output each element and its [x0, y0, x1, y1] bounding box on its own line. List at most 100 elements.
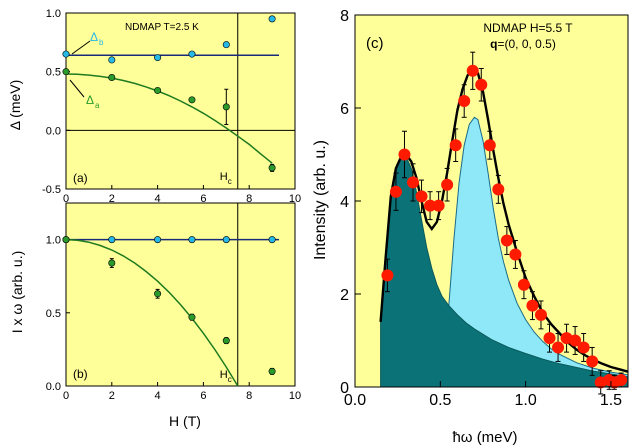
- panel-a-ylabel: Δ (meV): [7, 80, 23, 131]
- data-point: [222, 103, 230, 111]
- y-tick-label: 0.5: [46, 67, 61, 79]
- y-tick-label: 0.0: [46, 381, 61, 393]
- panel-c-subtitle: q=(0, 0, 0.5): [490, 37, 556, 51]
- data-point: [483, 139, 496, 152]
- data-point: [154, 290, 162, 298]
- data-point: [517, 278, 530, 291]
- data-point: [552, 341, 565, 354]
- delta-b-label: Δ: [90, 30, 98, 44]
- panel-c: 0.0 0.5 1.0 1.5 0 2 4 6 8 (c) NDMAP H=5.5 T q=(0…: [312, 8, 629, 446]
- panel-c-subtitle-rest: =(0, 0, 0.5): [497, 37, 555, 51]
- panel-a: 0 2 4 6 8 10-0.50.00.51.0H cΔ bΔ a NDMAP T=2.5 K…: [7, 8, 301, 205]
- panel-c-ylabel: Intensity (arb. u.): [312, 140, 329, 260]
- data-point: [62, 236, 70, 244]
- panel-a-title: NDMAP T=2.5 K: [125, 22, 199, 33]
- hc-label-sub: c: [228, 177, 232, 186]
- x-tick-label: 8: [246, 390, 252, 402]
- data-point: [466, 64, 479, 77]
- data-point: [526, 299, 539, 312]
- fit-line: [65, 238, 239, 387]
- x-tick-label: 10: [289, 193, 301, 205]
- x-tick-label: 2: [109, 193, 115, 205]
- hc-label: H: [220, 369, 228, 381]
- data-point: [108, 56, 116, 64]
- fit-line: [65, 73, 273, 164]
- x-tick-label: 6: [200, 193, 206, 205]
- x-tick-label: 0: [63, 193, 69, 205]
- data-point: [222, 236, 230, 244]
- data-point: [268, 164, 276, 172]
- data-point: [268, 15, 276, 23]
- data-point: [62, 68, 70, 76]
- data-point: [475, 78, 488, 91]
- panel-a-marks: 0 2 4 6 8 10-0.50.00.51.0H cΔ bΔ a: [42, 8, 301, 205]
- y-tick-label: 2: [340, 287, 349, 304]
- data-point: [62, 50, 70, 58]
- y-tick-label: 8: [340, 8, 349, 25]
- x-tick-label: 0.0: [344, 392, 366, 409]
- y-tick-label: 1.0: [46, 235, 61, 247]
- data-point: [188, 50, 196, 58]
- delta-b-sub: b: [99, 38, 104, 47]
- panel-b-marks: 0 2 4 6 8 10 0.0 0.5 1.0 H c: [46, 203, 301, 402]
- data-point: [188, 236, 196, 244]
- x-tick-label: 10: [289, 390, 301, 402]
- x-tick-label: 2: [109, 390, 115, 402]
- data-point: [222, 337, 230, 345]
- data-point: [424, 199, 437, 212]
- data-point: [407, 176, 420, 189]
- data-point: [509, 248, 522, 261]
- data-point: [441, 178, 454, 191]
- data-point: [108, 259, 116, 267]
- panel-b-ylabel: I x ω (arb. u.): [9, 251, 25, 334]
- data-point: [154, 86, 162, 94]
- y-tick-label: 6: [340, 101, 349, 118]
- delta-a-sub: a: [95, 101, 100, 110]
- x-tick-label: 1.5: [600, 392, 622, 409]
- data-point: [268, 236, 276, 244]
- x-tick-label: 4: [155, 193, 161, 205]
- data-point: [534, 308, 547, 321]
- delta-b-arrow: [71, 40, 91, 55]
- x-tick-label: 1.0: [515, 392, 537, 409]
- data-point: [381, 269, 394, 282]
- panel-a-label: (a): [73, 171, 88, 185]
- x-tick-label: 0: [63, 390, 69, 402]
- y-tick-label: 0: [340, 380, 349, 397]
- delta-a-label: Δ: [86, 93, 94, 107]
- hc-label: H: [220, 171, 228, 183]
- x-tick-label: 0.5: [429, 392, 451, 409]
- delta-a-arrow: [69, 79, 85, 98]
- data-point: [154, 54, 162, 62]
- data-point: [268, 367, 276, 375]
- x-tick-label: 4: [155, 390, 161, 402]
- hc-label-sub: c: [228, 375, 232, 384]
- data-point: [577, 341, 590, 354]
- panel-b-xlabel: H (T): [169, 413, 201, 429]
- data-point: [615, 374, 628, 387]
- data-point: [586, 355, 599, 368]
- y-tick-label: 4: [340, 194, 349, 211]
- y-tick-label: 0.5: [46, 308, 61, 320]
- data-point: [108, 74, 116, 82]
- data-point: [432, 199, 445, 212]
- data-point: [543, 332, 556, 345]
- x-tick-label: 6: [200, 390, 206, 402]
- data-point: [154, 236, 162, 244]
- data-point: [449, 139, 462, 152]
- panel-c-marks: 0.0 0.5 1.0 1.5 0 2 4 6 8: [340, 8, 629, 409]
- data-point: [500, 234, 513, 247]
- panel-c-title: NDMAP H=5.5 T: [483, 21, 573, 35]
- high-energy-mode-area: [448, 116, 629, 388]
- y-tick-label: -0.5: [42, 184, 61, 196]
- data-point: [398, 148, 411, 161]
- panel-c-subtitle-q: q: [490, 37, 497, 51]
- panel-c-label: (c): [366, 35, 384, 52]
- y-tick-label: 1.0: [46, 8, 61, 20]
- data-point: [458, 95, 471, 108]
- panel-c-xlabel: ħω (meV): [452, 429, 517, 446]
- data-point: [222, 41, 230, 49]
- data-point: [415, 190, 428, 203]
- panel-b-label: (b): [73, 367, 88, 381]
